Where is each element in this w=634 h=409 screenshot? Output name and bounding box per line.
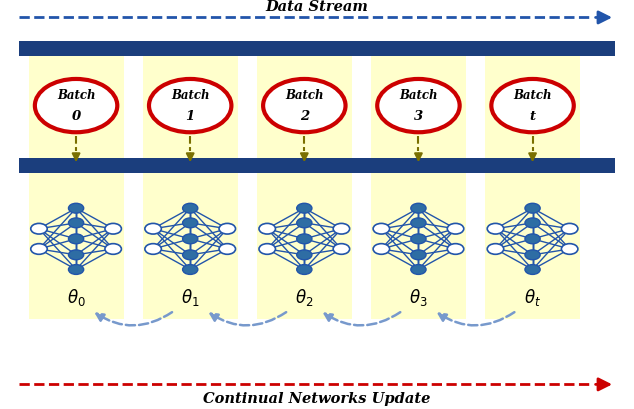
Circle shape bbox=[297, 250, 312, 260]
Bar bbox=[29, 42, 124, 319]
Ellipse shape bbox=[263, 80, 346, 133]
Circle shape bbox=[525, 250, 540, 260]
Text: 1: 1 bbox=[186, 110, 195, 123]
Text: 2: 2 bbox=[300, 110, 309, 123]
Text: Continual Networks Update: Continual Networks Update bbox=[204, 391, 430, 405]
Circle shape bbox=[333, 244, 350, 255]
Circle shape bbox=[525, 204, 540, 213]
Bar bbox=[19, 158, 615, 174]
Circle shape bbox=[68, 204, 84, 213]
Text: Data Stream: Data Stream bbox=[266, 0, 368, 13]
Circle shape bbox=[68, 265, 84, 275]
Circle shape bbox=[259, 244, 275, 255]
Circle shape bbox=[219, 244, 235, 255]
Circle shape bbox=[297, 218, 312, 228]
Circle shape bbox=[373, 244, 389, 255]
Circle shape bbox=[411, 265, 426, 275]
Circle shape bbox=[183, 204, 198, 213]
Circle shape bbox=[411, 234, 426, 244]
Circle shape bbox=[259, 224, 275, 234]
Circle shape bbox=[487, 224, 503, 234]
Circle shape bbox=[297, 234, 312, 244]
Circle shape bbox=[411, 204, 426, 213]
Circle shape bbox=[183, 250, 198, 260]
Circle shape bbox=[183, 265, 198, 275]
Circle shape bbox=[105, 244, 122, 255]
Circle shape bbox=[183, 234, 198, 244]
Circle shape bbox=[525, 218, 540, 228]
Ellipse shape bbox=[491, 80, 574, 133]
Circle shape bbox=[30, 244, 47, 255]
Circle shape bbox=[411, 218, 426, 228]
Circle shape bbox=[447, 224, 464, 234]
Circle shape bbox=[68, 234, 84, 244]
Bar bbox=[19, 42, 615, 57]
Bar bbox=[371, 42, 466, 319]
Text: 0: 0 bbox=[72, 110, 81, 123]
Circle shape bbox=[525, 265, 540, 275]
Circle shape bbox=[297, 204, 312, 213]
Circle shape bbox=[562, 224, 578, 234]
Circle shape bbox=[30, 224, 47, 234]
Text: $\theta_1$: $\theta_1$ bbox=[181, 286, 200, 307]
Text: $\theta_2$: $\theta_2$ bbox=[295, 286, 314, 307]
Circle shape bbox=[145, 244, 161, 255]
Ellipse shape bbox=[377, 80, 460, 133]
Circle shape bbox=[525, 234, 540, 244]
Text: Batch: Batch bbox=[514, 88, 552, 101]
Circle shape bbox=[68, 250, 84, 260]
Circle shape bbox=[487, 244, 503, 255]
Circle shape bbox=[411, 250, 426, 260]
Circle shape bbox=[145, 224, 161, 234]
Circle shape bbox=[68, 218, 84, 228]
Circle shape bbox=[447, 244, 464, 255]
Circle shape bbox=[562, 244, 578, 255]
Text: Batch: Batch bbox=[285, 88, 323, 101]
Ellipse shape bbox=[35, 80, 117, 133]
Text: $\theta_t$: $\theta_t$ bbox=[524, 286, 541, 307]
Circle shape bbox=[105, 224, 122, 234]
Text: 3: 3 bbox=[414, 110, 423, 123]
Circle shape bbox=[219, 224, 235, 234]
Circle shape bbox=[183, 218, 198, 228]
Bar bbox=[143, 42, 238, 319]
Text: t: t bbox=[529, 110, 536, 123]
Bar bbox=[257, 42, 352, 319]
Circle shape bbox=[373, 224, 389, 234]
Text: Batch: Batch bbox=[399, 88, 437, 101]
Bar bbox=[485, 42, 580, 319]
Circle shape bbox=[333, 224, 350, 234]
Text: Batch: Batch bbox=[171, 88, 209, 101]
Text: Batch: Batch bbox=[57, 88, 95, 101]
Text: $\theta_0$: $\theta_0$ bbox=[67, 286, 86, 307]
Ellipse shape bbox=[149, 80, 231, 133]
Text: $\theta_3$: $\theta_3$ bbox=[409, 286, 428, 307]
Circle shape bbox=[297, 265, 312, 275]
